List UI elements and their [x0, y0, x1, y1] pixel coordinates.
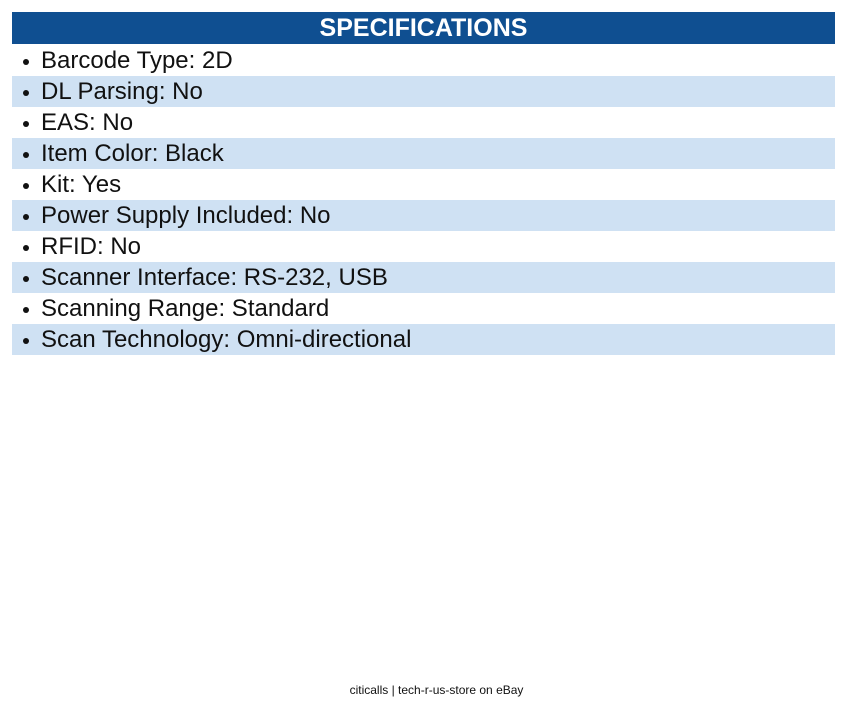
- spec-text: RFID: No: [41, 233, 142, 260]
- bullet: [23, 183, 29, 189]
- bullet: [23, 214, 29, 220]
- bullet: [23, 276, 29, 282]
- bullet: [23, 59, 29, 65]
- spec-item: Scanner Interface: RS-232, USB: [12, 262, 835, 293]
- spec-item: EAS: No: [12, 107, 835, 138]
- spec-text: Barcode Type: 2D: [41, 47, 233, 74]
- spec-item: Power Supply Included: No: [12, 200, 835, 231]
- spec-text: Scan Technology: Omni-directional: [41, 326, 412, 353]
- spec-text: Scanning Range: Standard: [41, 295, 330, 322]
- bullet: [23, 307, 29, 313]
- spec-list: Barcode Type: 2D DL Parsing: No EAS: No Ite…: [12, 45, 835, 355]
- spec-text: Power Supply Included: No: [41, 202, 331, 229]
- bullet: [23, 152, 29, 158]
- spec-text: EAS: No: [41, 109, 134, 136]
- spec-text: Item Color: Black: [41, 140, 224, 167]
- spec-text: Scanner Interface: RS-232, USB: [41, 264, 388, 291]
- spec-item: Scan Technology: Omni-directional: [12, 324, 835, 355]
- bullet: [23, 245, 29, 251]
- spec-item: RFID: No: [12, 231, 835, 262]
- spec-text: Kit: Yes: [41, 171, 122, 198]
- footer: citicalls | tech-r-us-store on eBay: [349, 683, 524, 697]
- spec-item: Barcode Type: 2D: [12, 45, 835, 76]
- spec-text: DL Parsing: No: [41, 78, 203, 105]
- spec-item: DL Parsing: No: [12, 76, 835, 107]
- header-title: SPECIFICATIONS: [12, 12, 835, 44]
- bullet: [23, 338, 29, 344]
- spec-item: Item Color: Black: [12, 138, 835, 169]
- bullet: [23, 121, 29, 127]
- spec-item: Kit: Yes: [12, 169, 835, 200]
- bullet: [23, 90, 29, 96]
- spec-item: Scanning Range: Standard: [12, 293, 835, 324]
